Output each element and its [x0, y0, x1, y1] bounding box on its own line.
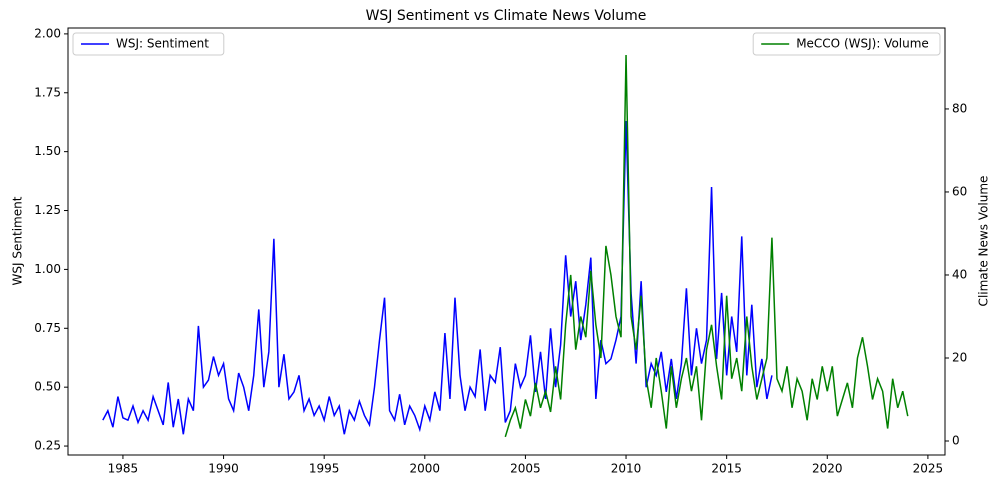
y-tick-label: 1.00 [34, 262, 61, 276]
y-tick-label: 1.25 [34, 203, 61, 217]
x-tick-label: 2025 [913, 462, 944, 476]
x-tick-label: 2005 [510, 462, 541, 476]
legend-label: MeCCO (WSJ): Volume [796, 37, 929, 51]
y2-tick-label: 0 [952, 434, 960, 448]
x-tick-label: 1985 [108, 462, 139, 476]
legend-label: WSJ: Sentiment [116, 37, 209, 51]
y-tick-label: 1.75 [34, 85, 61, 99]
y-axis-label: WSJ Sentiment [11, 196, 25, 285]
y-tick-label: 0.50 [34, 380, 61, 394]
y2-tick-label: 60 [952, 184, 967, 198]
y2-tick-label: 40 [952, 267, 967, 281]
chart-title: WSJ Sentiment vs Climate News Volume [366, 8, 647, 24]
y-tick-label: 0.25 [34, 439, 61, 453]
y-tick-label: 2.00 [34, 26, 61, 40]
y-tick-label: 1.50 [34, 144, 61, 158]
x-tick-label: 2010 [611, 462, 642, 476]
legend-box [752, 32, 941, 56]
series-line [504, 54, 909, 438]
series-line [102, 121, 773, 435]
x-tick-label: 2000 [410, 462, 441, 476]
y2-axis-label: Climate News Volume [977, 176, 991, 307]
x-tick-label: 2020 [812, 462, 843, 476]
y2-tick-label: 80 [952, 101, 967, 115]
x-tick-label: 1990 [208, 462, 239, 476]
x-tick-label: 1995 [309, 462, 340, 476]
x-tick-label: 2015 [711, 462, 742, 476]
legend-box [72, 32, 225, 56]
y-tick-label: 0.75 [34, 321, 61, 335]
y2-tick-label: 20 [952, 350, 967, 364]
plot-frame [67, 27, 946, 456]
